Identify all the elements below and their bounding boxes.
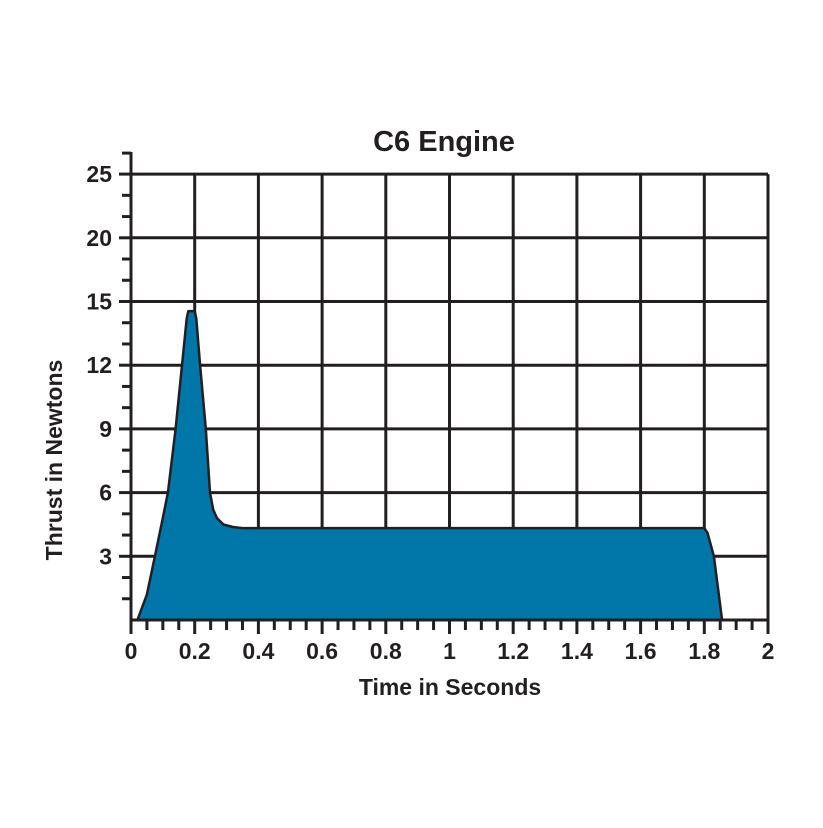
x-tick-label: 0.4 — [242, 638, 274, 664]
x-tick-label: 1.4 — [561, 638, 593, 664]
axes — [119, 151, 770, 634]
x-tick-label: 1.2 — [497, 638, 529, 664]
y-axis-label: Thrust in Newtons — [41, 360, 67, 561]
y-tick-label: 12 — [86, 352, 112, 378]
x-tick-label: 1.6 — [625, 638, 657, 664]
y-tick-label: 25 — [86, 161, 112, 187]
y-tick-label: 9 — [99, 416, 112, 442]
y-tick-label: 15 — [86, 289, 112, 315]
x-tick-label: 1.8 — [688, 638, 720, 664]
y-tick-label: 6 — [99, 480, 112, 506]
x-tick-label: 0 — [125, 638, 138, 664]
y-tick-label: 3 — [99, 543, 112, 569]
x-tick-label: 0.8 — [370, 638, 402, 664]
x-tick-label: 1 — [443, 638, 456, 664]
x-tick-label: 2 — [762, 638, 775, 664]
y-tick-label: 20 — [86, 225, 112, 251]
chart-title: C6 Engine — [373, 126, 515, 158]
x-tick-label: 0.6 — [306, 638, 338, 664]
x-axis-label: Time in Seconds — [359, 674, 541, 700]
tick-labels: 0 0.2 0.4 0.6 0.8 1 1.2 1.4 1.6 1.8 2 3 6 9 12 15 20 25 — [86, 161, 774, 664]
x-tick-label: 0.2 — [179, 638, 211, 664]
thrust-area — [136, 309, 724, 622]
